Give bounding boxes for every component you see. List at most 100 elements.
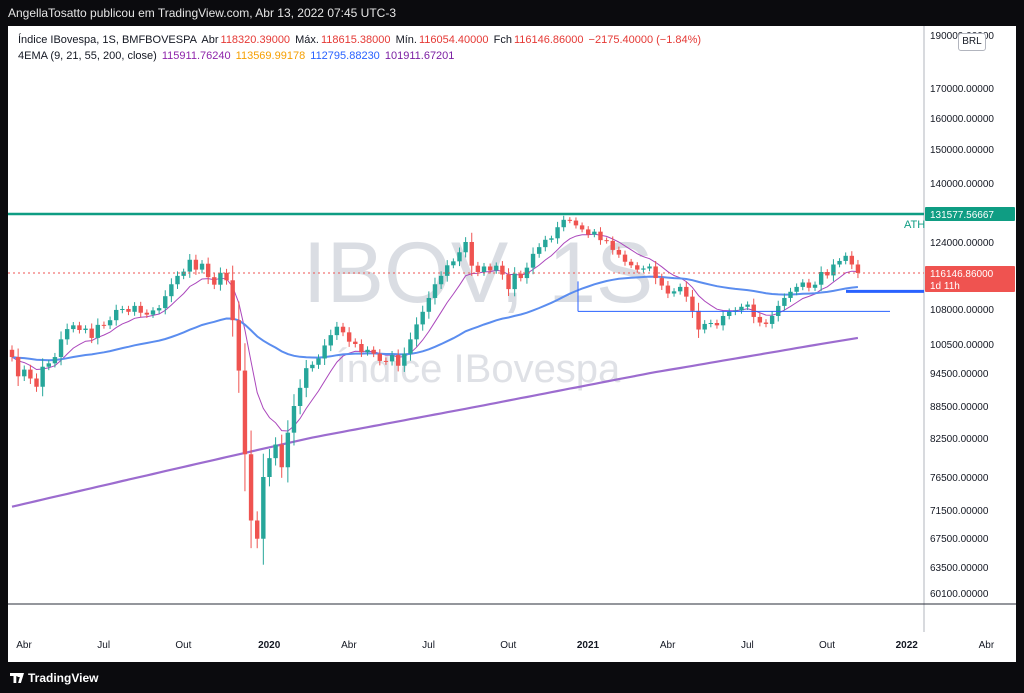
candle xyxy=(71,321,76,333)
candle-body xyxy=(451,261,456,266)
candle xyxy=(58,331,64,366)
candle xyxy=(114,304,119,326)
candle-body xyxy=(714,323,720,326)
candle xyxy=(604,237,609,244)
legend-high-label: Máx. xyxy=(295,34,319,46)
candle xyxy=(432,277,438,305)
candle xyxy=(543,235,548,252)
legend-close-label: Fch xyxy=(493,34,512,46)
candle-body xyxy=(463,242,468,253)
candle-body xyxy=(395,355,401,366)
candle-body xyxy=(346,332,352,342)
x-tick-label: Abr xyxy=(660,640,676,651)
candle-body xyxy=(677,286,683,292)
candle xyxy=(205,257,211,285)
candle-body xyxy=(89,328,94,338)
candle-body xyxy=(175,275,180,285)
y-tick-label: 63500.00000 xyxy=(930,563,989,574)
candle xyxy=(469,232,474,276)
candle-body xyxy=(267,458,272,477)
candle-body xyxy=(169,284,174,297)
candle xyxy=(40,358,45,397)
currency-button[interactable]: BRL xyxy=(958,33,986,51)
candle-body xyxy=(684,286,689,297)
candle xyxy=(794,283,799,296)
candle-body xyxy=(230,280,235,321)
candle-body xyxy=(788,291,793,298)
candle-body xyxy=(757,316,763,323)
candle xyxy=(800,279,805,291)
candle xyxy=(334,321,340,340)
candle-body xyxy=(579,225,585,230)
candle xyxy=(708,319,714,328)
candle-body xyxy=(248,454,254,521)
candle-body xyxy=(389,355,395,362)
tradingview-logo: TradingView xyxy=(10,671,98,685)
candle xyxy=(445,260,450,282)
candle xyxy=(273,437,278,466)
y-tick-label: 140000.00000 xyxy=(930,179,994,190)
candle-body xyxy=(475,265,481,273)
candle-body xyxy=(408,339,413,354)
publisher-bar: AngellaTosatto publicou em TradingView.c… xyxy=(0,0,1024,26)
candle-body xyxy=(812,284,818,288)
ema-55-line xyxy=(11,275,858,362)
price-badge xyxy=(925,266,1015,292)
candle-body xyxy=(414,324,419,340)
candle xyxy=(549,235,554,243)
candle xyxy=(825,269,830,279)
candle-body xyxy=(512,273,517,290)
candle xyxy=(34,373,39,392)
price-badge-countdown: 1d 11h xyxy=(930,281,960,292)
candle xyxy=(389,350,395,366)
candle xyxy=(291,394,297,446)
candle xyxy=(518,270,523,282)
x-tick-label: Out xyxy=(175,640,191,651)
candle-body xyxy=(402,353,407,366)
candle xyxy=(52,352,58,368)
candle xyxy=(297,379,303,415)
chart-legend: Índice IBovespa, 1S, BMFBOVESPA Abr 11832… xyxy=(18,32,703,64)
candle xyxy=(199,260,205,274)
candle-body xyxy=(114,309,119,321)
candle xyxy=(677,283,683,295)
candle xyxy=(22,365,27,382)
candle xyxy=(395,349,401,372)
candle-body xyxy=(855,264,861,273)
candle-body xyxy=(138,305,143,313)
candle xyxy=(696,302,701,338)
candle-body xyxy=(561,219,566,228)
candle xyxy=(138,301,143,318)
candle xyxy=(524,262,530,284)
candle xyxy=(438,271,444,289)
candle-body xyxy=(365,349,370,353)
candle xyxy=(77,321,82,334)
tradingview-brand: TradingView xyxy=(28,671,99,685)
candle-body xyxy=(622,254,628,262)
candle-body xyxy=(46,363,51,367)
candle-body xyxy=(659,278,664,286)
candle-body xyxy=(9,349,15,358)
candle-body xyxy=(218,272,223,285)
candle xyxy=(426,291,432,319)
candle-body xyxy=(426,297,432,312)
candle-body xyxy=(818,272,824,285)
candle-body xyxy=(573,220,579,226)
candle xyxy=(487,263,493,274)
candle-body xyxy=(598,231,603,241)
candle xyxy=(175,271,180,289)
y-tick-label: 67500.00000 xyxy=(930,534,989,545)
candle-body xyxy=(763,322,769,324)
legend-ema-9-value: 115911.76240 xyxy=(161,50,231,62)
candle xyxy=(340,322,346,337)
legend-low-value: 116054.40000 xyxy=(418,34,489,46)
candle xyxy=(739,303,744,314)
candle-body xyxy=(144,312,150,315)
candle-body xyxy=(800,282,805,287)
candle xyxy=(230,265,235,337)
candle xyxy=(248,430,254,549)
legend-ema-21-value: 113569.99178 xyxy=(235,50,306,62)
